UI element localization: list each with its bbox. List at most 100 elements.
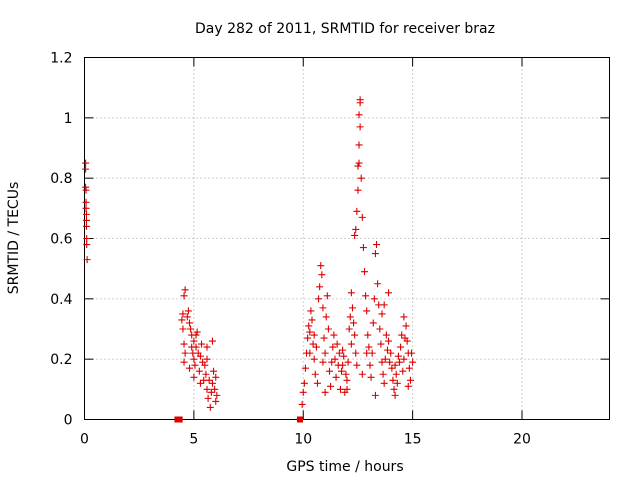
y-tick-label: 0.4 xyxy=(50,292,72,308)
y-axis-title: SRMTID / TECUs xyxy=(6,182,22,295)
data-point xyxy=(352,225,360,233)
data-point xyxy=(82,186,90,194)
data-point xyxy=(398,331,406,339)
data-point xyxy=(355,141,363,149)
data-point xyxy=(187,325,195,333)
data-point xyxy=(342,370,350,378)
data-point xyxy=(208,337,216,345)
data-point xyxy=(321,349,329,357)
data-point xyxy=(211,385,219,393)
data-point xyxy=(408,349,416,357)
tick-labels: 0 0.2 0.4 0.6 0.8 1 1.2 0 5 10 15 20 xyxy=(50,51,531,448)
data-point xyxy=(370,295,378,303)
data-point xyxy=(313,379,321,387)
data-point xyxy=(195,367,203,375)
tick-marks xyxy=(84,57,610,420)
data-point xyxy=(383,346,391,354)
data-point xyxy=(82,210,90,218)
data-point xyxy=(196,352,204,360)
data-point xyxy=(309,340,317,348)
data-point xyxy=(351,331,359,339)
data-point xyxy=(203,355,211,363)
data-point xyxy=(356,123,364,131)
data-point xyxy=(308,316,316,324)
data-point xyxy=(369,319,377,327)
data-point xyxy=(380,379,388,387)
data-point xyxy=(386,358,394,366)
data-point xyxy=(347,340,355,348)
data-point xyxy=(190,337,198,345)
data-point xyxy=(367,373,375,381)
data-point xyxy=(324,325,332,333)
data-point xyxy=(387,349,395,357)
data-point xyxy=(343,385,351,393)
data-point xyxy=(354,186,362,194)
data-point xyxy=(391,361,399,369)
data-point xyxy=(339,361,347,369)
data-point xyxy=(379,370,387,378)
data-point xyxy=(179,325,187,333)
data-point xyxy=(208,379,216,387)
data-point xyxy=(180,340,188,348)
chart-title: Day 282 of 2011, SRMTID for receiver bra… xyxy=(195,21,495,37)
data-point xyxy=(328,358,336,366)
data-point xyxy=(186,319,193,327)
data-point xyxy=(354,162,362,170)
data-point xyxy=(338,367,346,375)
data-point xyxy=(207,388,215,396)
data-point xyxy=(394,352,402,360)
data-point xyxy=(331,355,339,363)
data-point xyxy=(82,204,90,212)
data-point xyxy=(181,286,189,294)
data-point xyxy=(378,310,386,318)
data-point xyxy=(212,397,220,405)
data-point xyxy=(392,370,400,378)
data-point xyxy=(388,364,396,372)
data-point xyxy=(336,385,344,393)
data-point xyxy=(192,331,200,339)
data-point xyxy=(205,376,213,384)
data-point xyxy=(344,358,352,366)
data-point xyxy=(318,271,326,279)
data-point xyxy=(179,310,187,318)
data-point xyxy=(321,388,329,396)
data-point xyxy=(327,382,335,390)
data-point xyxy=(320,334,328,342)
data-point xyxy=(212,373,220,381)
data-point xyxy=(82,222,90,230)
data-point xyxy=(385,289,393,297)
data-point xyxy=(364,331,372,339)
data-point xyxy=(343,376,351,384)
data-point xyxy=(339,346,347,354)
data-point xyxy=(351,231,359,239)
data-point xyxy=(307,307,315,315)
data-point xyxy=(397,343,405,351)
data-point xyxy=(181,349,189,357)
data-point xyxy=(371,250,379,258)
data-point xyxy=(204,394,212,402)
data-point xyxy=(352,349,360,357)
data-point-square xyxy=(176,416,183,423)
data-point xyxy=(362,292,370,300)
data-point xyxy=(311,370,319,378)
data-point xyxy=(333,340,341,348)
data-point xyxy=(310,355,318,363)
data-point xyxy=(374,280,382,288)
data-point xyxy=(400,355,408,363)
y-tick-label: 0.2 xyxy=(50,352,72,368)
data-point xyxy=(396,358,403,366)
data-point xyxy=(405,364,413,372)
data-point xyxy=(346,313,354,321)
data-point xyxy=(363,349,371,357)
gridlines xyxy=(84,57,610,420)
data-point xyxy=(377,340,385,348)
data-point xyxy=(363,307,371,315)
data-point xyxy=(316,283,324,291)
data-point xyxy=(409,358,417,366)
data-point xyxy=(355,159,363,167)
data-point xyxy=(299,388,307,396)
data-points xyxy=(82,96,417,423)
data-point xyxy=(180,292,188,300)
data-point xyxy=(380,301,388,309)
x-tick-label: 10 xyxy=(294,432,312,448)
